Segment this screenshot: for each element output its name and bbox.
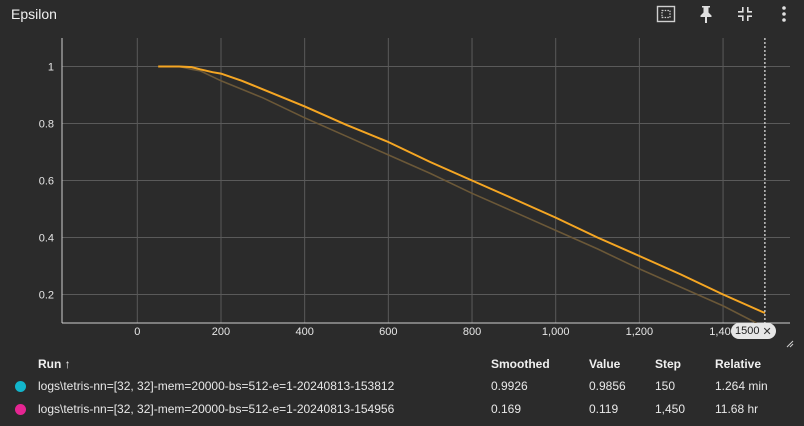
- smoothed-value: 0.169: [491, 402, 522, 416]
- x-axis-labels: 0 200 400 600 800 1,000 1,200 1,400: [134, 326, 737, 338]
- chart-axes: [61, 38, 790, 324]
- table-header: Run ↑ Smoothed Value Step Relative: [0, 352, 804, 374]
- x-tick-label: 1,200: [626, 326, 654, 338]
- raw-value: 0.9856: [589, 379, 626, 393]
- raw-value: 0.119: [589, 402, 619, 416]
- x-tick-label: 1,400: [709, 326, 737, 338]
- x-tick-label: 800: [463, 326, 481, 338]
- more-vert-icon[interactable]: [773, 3, 795, 25]
- run-color-dot: [15, 381, 26, 392]
- x-tick-label: 0: [134, 326, 140, 338]
- table-row[interactable]: logs\tetris-nn=[32, 32]-mem=20000-bs=512…: [0, 398, 804, 420]
- column-run[interactable]: Run ↑: [38, 357, 71, 371]
- column-smoothed: Smoothed: [491, 357, 550, 371]
- smoothed-value: 0.9926: [491, 379, 528, 393]
- pin-icon[interactable]: [695, 3, 717, 25]
- x-tick-label: 400: [295, 326, 313, 338]
- y-tick-label: 0.4: [39, 233, 54, 245]
- line-chart[interactable]: 0.2 0.4 0.6 0.8 1 0 200 400 600 800 1,000 1,200 1,4…: [0, 30, 804, 342]
- y-tick-label: 0.2: [39, 290, 54, 302]
- run-name: logs\tetris-nn=[32, 32]-mem=20000-bs=512…: [38, 402, 395, 416]
- y-tick-label: 1: [48, 62, 54, 74]
- run-color-dot: [15, 404, 26, 415]
- x-tick-label: 1,000: [542, 326, 570, 338]
- table-row[interactable]: logs\tetris-nn=[32, 32]-mem=20000-bs=512…: [0, 375, 804, 397]
- resize-handle-icon[interactable]: [786, 340, 794, 348]
- fit-domain-icon[interactable]: [655, 3, 677, 25]
- y-tick-label: 0.6: [39, 176, 54, 188]
- series-line: [158, 65, 766, 314]
- run-name: logs\tetris-nn=[32, 32]-mem=20000-bs=512…: [38, 379, 395, 393]
- step-value: 1,450: [655, 402, 686, 416]
- column-step: Step: [655, 357, 682, 371]
- series-layer: [158, 65, 766, 324]
- fullscreen-exit-icon[interactable]: [734, 3, 756, 25]
- relative-value: 11.68 hr: [715, 402, 759, 416]
- close-icon[interactable]: ✕: [762, 325, 772, 338]
- chart-title: Epsilon: [11, 6, 57, 22]
- chart-grid: [62, 38, 790, 323]
- cursor-step-badge[interactable]: 1500 ✕: [731, 323, 776, 339]
- card-header: Epsilon: [0, 0, 804, 28]
- cursor-step-label: 1500: [735, 325, 760, 337]
- x-tick-label: 200: [212, 326, 230, 338]
- column-relative: Relative: [715, 357, 762, 371]
- y-axis-labels: 0.2 0.4 0.6 0.8 1: [39, 62, 54, 302]
- relative-value: 1.264 min: [715, 379, 768, 393]
- series-line: [158, 65, 757, 324]
- step-value: 150: [655, 379, 676, 393]
- y-tick-label: 0.8: [39, 119, 54, 131]
- x-tick-label: 600: [379, 326, 397, 338]
- column-value: Value: [589, 357, 621, 371]
